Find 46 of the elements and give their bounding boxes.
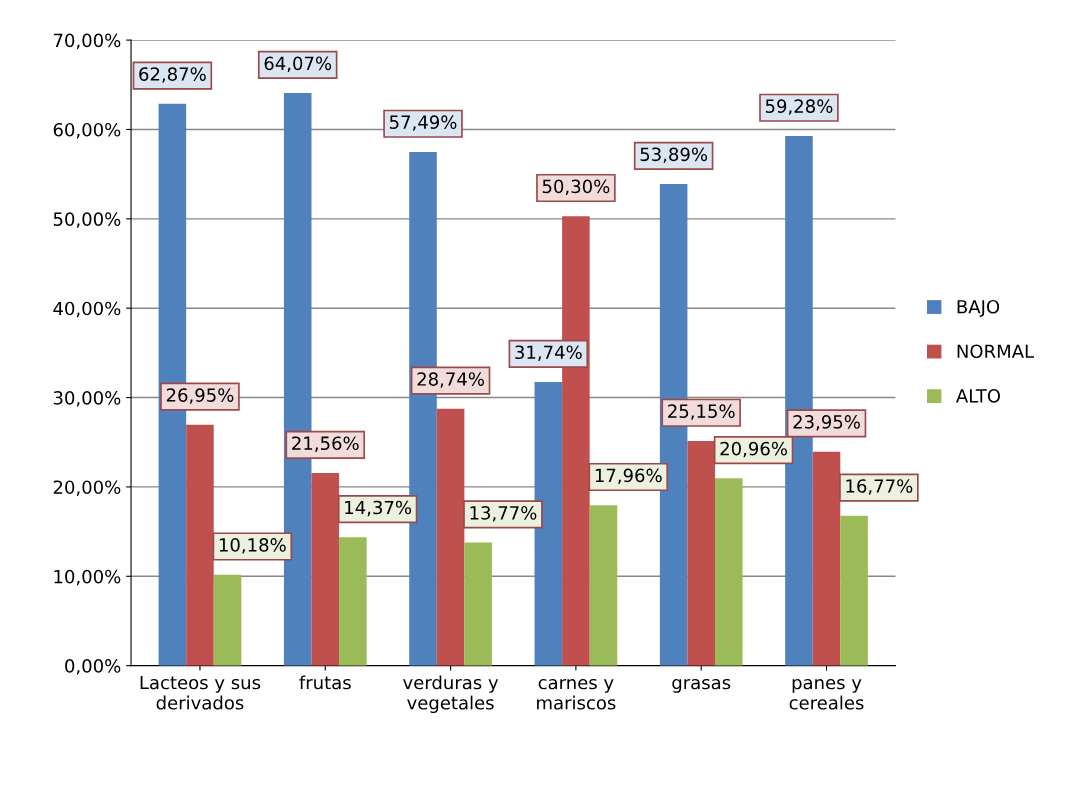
- x-tick-label: carnes y mariscos: [537, 678, 616, 710]
- y-tick-label: 20,00%: [53, 480, 121, 496]
- data-label: 21,56%: [292, 436, 359, 452]
- y-tick-label: 10,00%: [54, 569, 121, 586]
- data-label: 26,95%: [166, 388, 234, 404]
- bar: [464, 542, 492, 666]
- bar: [213, 574, 242, 666]
- y-tick-label: 0,00%: [65, 659, 121, 675]
- bar: [812, 451, 841, 666]
- data-label: 17,96%: [595, 468, 662, 485]
- data-label: 25,15%: [668, 404, 735, 420]
- data-label: 28,74%: [417, 372, 485, 388]
- y-tick-label: 60,00%: [53, 122, 121, 139]
- data-label: 20,96%: [720, 441, 788, 458]
- x-tick-label: grasas: [672, 678, 731, 693]
- data-label: 64,07%: [264, 56, 332, 72]
- x-tick-label: verduras y vegetales: [403, 675, 499, 714]
- bar: [589, 505, 618, 666]
- data-label: 14,37%: [345, 500, 412, 517]
- data-label: 13,77%: [470, 506, 537, 522]
- data-label: 16,77%: [846, 479, 913, 495]
- data-label: 59,28%: [765, 99, 833, 115]
- data-label: 50,30%: [542, 179, 610, 196]
- data-label: 53,89%: [640, 147, 708, 163]
- bar: [714, 478, 743, 666]
- x-tick-label: panes y cereales: [789, 678, 864, 710]
- x-tick-label: Lacteos y sus derivados: [140, 675, 261, 710]
- data-label: 23,95%: [793, 415, 860, 431]
- data-label: 10,18%: [219, 538, 286, 554]
- bar: [840, 515, 868, 666]
- data-label: 31,74%: [515, 345, 582, 361]
- y-tick-label: 30,00%: [53, 391, 121, 407]
- y-tick-label: 40,00%: [53, 301, 121, 318]
- y-tick-label: 50,00%: [53, 212, 121, 228]
- legend-label: BAJO: [957, 299, 1000, 317]
- data-label: 62,87%: [139, 67, 206, 83]
- legend-label: NORMAL: [957, 344, 1035, 359]
- bar: [687, 440, 715, 666]
- data-label: 57,49%: [389, 115, 457, 131]
- x-tick-label: frutas: [299, 675, 351, 690]
- bar: [186, 424, 214, 666]
- bar: [339, 537, 367, 666]
- bar: [311, 472, 340, 666]
- legend-label: ALTO: [956, 389, 1001, 403]
- bar: [436, 408, 465, 666]
- y-tick-label: 70,00%: [53, 33, 121, 50]
